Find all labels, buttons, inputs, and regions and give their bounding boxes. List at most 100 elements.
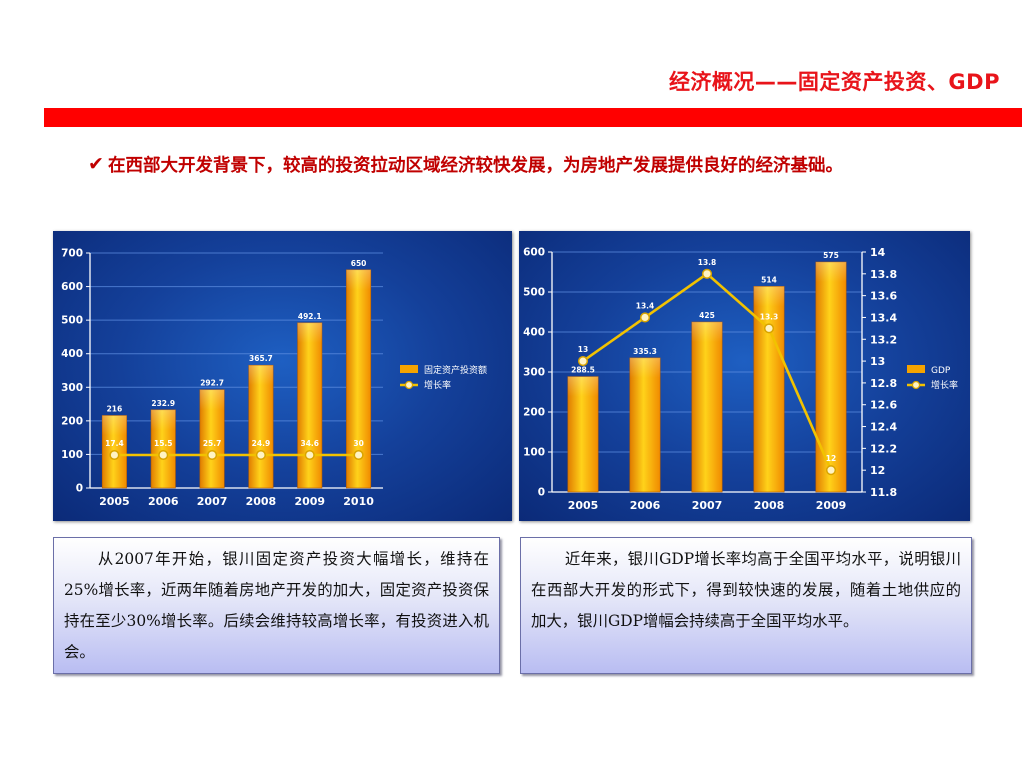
y2-tick-label: 13	[870, 355, 885, 368]
growth-rate-label: 13.4	[636, 301, 655, 310]
bar-highlight	[691, 322, 723, 342]
bar-highlight	[102, 415, 127, 436]
growth-rate-point	[577, 356, 589, 367]
growth-rate-label: 12	[826, 454, 836, 463]
growth-rate-label: 13.8	[698, 258, 717, 267]
bar-value-label: 232.9	[151, 399, 175, 408]
bar-value-label: 292.7	[200, 379, 224, 388]
y-tick-label: 700	[61, 248, 83, 260]
bar-highlight	[151, 409, 176, 430]
bar-value-label: 650	[351, 259, 367, 268]
growth-rate-point	[207, 449, 218, 461]
y2-tick-label: 12.8	[870, 377, 897, 390]
bar-highlight	[248, 365, 274, 386]
bar-value-label: 514	[761, 275, 777, 284]
bar-highlight	[753, 286, 785, 307]
y-tick-label: 600	[61, 281, 83, 293]
bar	[297, 322, 323, 489]
y2-tick-label: 13.4	[870, 311, 897, 324]
y2-tick-label: 14	[870, 246, 886, 259]
legend-line-label: 增长率	[424, 379, 451, 391]
x-tick-label: 2008	[754, 499, 785, 512]
y-tick-label: 500	[523, 287, 545, 299]
y-tick-label: 0	[538, 487, 545, 499]
bar-value-label: 365.7	[249, 354, 273, 363]
bar-highlight	[346, 269, 371, 290]
growth-rate-point	[304, 449, 315, 461]
y-tick-label: 200	[61, 415, 83, 427]
bar	[691, 321, 723, 493]
y-tick-label: 100	[523, 447, 545, 459]
growth-rate-label: 13.3	[760, 312, 779, 321]
y-tick-label: 400	[523, 327, 545, 339]
growth-rate-label: 15.5	[154, 439, 173, 448]
x-tick-label: 2007	[692, 499, 723, 512]
legend-bar-label: GDP	[931, 366, 951, 376]
title-divider-bar	[44, 108, 1022, 127]
legend-bar-swatch	[400, 365, 418, 373]
legend-bar-label: 固定资产投资额	[424, 364, 487, 376]
bar-value-label: 288.5	[571, 366, 595, 375]
y-tick-label: 300	[61, 382, 83, 394]
bar-highlight	[629, 357, 661, 378]
y-tick-label: 500	[61, 315, 83, 327]
checkmark-icon: ✔	[88, 153, 104, 175]
bar	[629, 357, 661, 493]
x-tick-label: 2006	[630, 499, 661, 512]
growth-rate-point	[255, 449, 266, 461]
bar-value-label: 425	[699, 311, 715, 320]
growth-rate-label: 24.9	[252, 439, 271, 448]
y2-tick-label: 12.2	[870, 442, 897, 455]
y2-tick-label: 13.2	[870, 333, 897, 346]
y-tick-label: 0	[76, 483, 83, 495]
growth-rate-point	[109, 449, 120, 461]
y2-tick-label: 13.8	[870, 268, 897, 281]
growth-rate-point	[158, 449, 169, 461]
x-tick-label: 2005	[568, 499, 599, 512]
growth-rate-label: 17.4	[105, 439, 124, 448]
bar-value-label: 335.3	[633, 347, 657, 356]
bar-highlight	[567, 376, 599, 397]
y-tick-label: 100	[61, 449, 83, 461]
growth-rate-label: 30	[353, 439, 363, 448]
growth-rate-point	[763, 323, 775, 334]
x-tick-label: 2007	[197, 495, 228, 508]
growth-rate-point	[353, 449, 364, 461]
gdp-chart: 0 100 200 300 400 500 600 11.8 12 12.2 12.4 12.6 12.…	[519, 231, 970, 521]
bar-highlight	[199, 389, 225, 410]
x-tick-label: 2010	[343, 495, 374, 508]
legend-bar-swatch	[907, 365, 925, 373]
x-tick-label: 2005	[99, 495, 130, 508]
bar	[248, 364, 274, 489]
bar-highlight	[297, 322, 322, 343]
growth-rate-point	[639, 312, 651, 323]
investment-note-text: 从2007年开始，银川固定资产投资大幅增长，维持在25%增长率，近两年随着房地产…	[64, 550, 489, 661]
fixed-asset-investment-chart: 0 100 200 300 400 500 600 700 216 2005 232.9 2006 29…	[53, 231, 512, 521]
bar-value-label: 216	[107, 404, 123, 413]
legend-line-marker	[404, 380, 414, 390]
x-tick-label: 2009	[816, 499, 847, 512]
growth-rate-point	[701, 268, 713, 279]
bullet-text: 在西部大开发背景下，较高的投资拉动区域经济较快发展，为房地产发展提供良好的经济基…	[108, 156, 843, 176]
growth-rate-label: 34.6	[300, 439, 319, 448]
y2-tick-label: 12.4	[870, 421, 897, 434]
growth-rate-label: 13	[578, 345, 588, 354]
y2-tick-label: 11.8	[870, 486, 897, 499]
legend-line-label: 增长率	[931, 379, 958, 391]
growth-rate-point	[825, 465, 837, 476]
x-tick-label: 2009	[294, 495, 325, 508]
x-tick-label: 2008	[246, 495, 277, 508]
bar-highlight	[815, 262, 847, 282]
growth-rate-label: 25.7	[203, 439, 222, 448]
y-tick-label: 400	[61, 348, 83, 360]
legend-line-marker	[911, 380, 921, 390]
bullet-point: ✔ 在西部大开发背景下，较高的投资拉动区域经济较快发展，为房地产发展提供良好的经…	[88, 152, 968, 180]
gdp-note-box: 近年来，银川GDP增长率均高于全国平均水平，说明银川在西部大开发的形式下，得到较…	[520, 537, 972, 674]
y-tick-label: 300	[523, 367, 545, 379]
bar	[815, 261, 847, 493]
investment-note-box: 从2007年开始，银川固定资产投资大幅增长，维持在25%增长率，近两年随着房地产…	[53, 537, 500, 674]
bar-value-label: 575	[823, 251, 839, 260]
fixed-asset-investment-chart-svg: 0 100 200 300 400 500 600 700 216 2005 232.9 2006 29…	[61, 248, 487, 509]
y-tick-label: 200	[523, 407, 545, 419]
y2-tick-label: 12	[870, 464, 885, 477]
